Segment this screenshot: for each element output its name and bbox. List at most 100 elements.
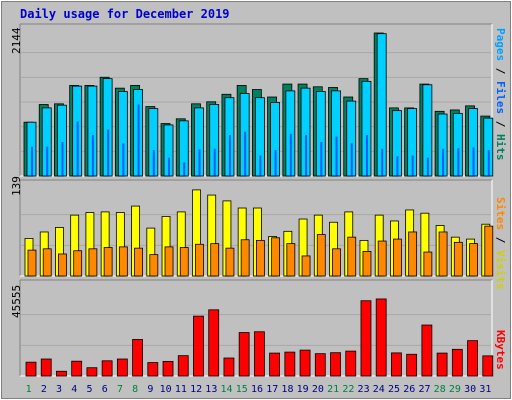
pages-bar — [381, 148, 384, 176]
visits-max-label: 139 — [10, 176, 23, 196]
day-label: 22 — [342, 384, 354, 395]
sites-bar — [134, 247, 143, 277]
hits-max-label: 2144 — [10, 27, 23, 55]
pages-bar — [320, 141, 323, 176]
day-label: 4 — [71, 384, 77, 395]
kbytes-bar — [56, 370, 67, 377]
pages-bar — [107, 129, 110, 176]
pages-bar — [305, 135, 308, 176]
kbytes-bar — [101, 360, 113, 377]
sites-bar — [103, 247, 113, 277]
sites-bar — [195, 243, 204, 277]
pages-bar — [168, 157, 171, 176]
kbytes-bar — [421, 324, 433, 377]
sites-bar — [179, 247, 189, 277]
kbytes-bar — [299, 349, 311, 377]
pages-bar — [122, 143, 125, 176]
kbytes-bar — [177, 355, 189, 377]
kbytes-bar — [25, 361, 37, 377]
kbytes-bar — [71, 360, 83, 377]
day-label: 31 — [479, 384, 491, 395]
day-label: 5 — [87, 384, 93, 395]
day-label: 6 — [102, 384, 108, 395]
visits-sites-panel — [19, 179, 494, 277]
kbytes-bar — [269, 352, 281, 377]
legend-files: Files — [494, 81, 507, 115]
kbytes-bar — [132, 339, 143, 377]
day-label: 7 — [117, 384, 123, 395]
kbytes-bar — [345, 350, 357, 377]
legend-hits: Hits — [494, 134, 507, 161]
pages-bar — [76, 121, 79, 176]
sites-bar — [271, 237, 281, 277]
kbytes-bar — [360, 300, 372, 377]
sites-bar — [377, 240, 387, 277]
kbytes-bar — [451, 348, 463, 377]
kbytes-bar — [375, 298, 387, 377]
pages-bar — [411, 155, 414, 176]
sites-bar — [423, 251, 433, 277]
sites-bar — [332, 248, 341, 277]
legend-sites: Sites — [494, 197, 507, 231]
sites-bar — [469, 243, 478, 277]
kbytes-bar — [147, 362, 159, 377]
day-label: 12 — [190, 384, 202, 395]
kbytes-bar — [223, 357, 235, 377]
kbytes-bar — [284, 351, 296, 377]
day-label: 13 — [205, 384, 217, 395]
kbytes-legend: KBytes — [494, 330, 507, 370]
pages-bar — [350, 143, 353, 176]
pages-bar — [183, 162, 186, 176]
sites-bar — [118, 246, 128, 277]
day-label: 27 — [418, 384, 430, 395]
pages-bar — [213, 148, 216, 176]
sites-bar — [73, 250, 83, 277]
sites-bar — [408, 231, 418, 277]
kbytes-bar — [314, 353, 326, 377]
kbytes-panel — [19, 279, 494, 377]
day-label: 26 — [403, 384, 415, 395]
legend-sep: / — [494, 61, 507, 81]
kbytes-bar — [208, 309, 220, 377]
pages-bar — [61, 141, 64, 176]
day-label: 30 — [464, 384, 476, 395]
sites-bar — [58, 253, 67, 277]
day-label: 17 — [266, 384, 278, 395]
sites-bar — [164, 246, 174, 277]
day-label: 18 — [281, 384, 293, 395]
sites-bar — [453, 241, 463, 277]
sites-bar — [316, 234, 326, 277]
pages-bar — [259, 155, 262, 176]
legend-visits: Visits — [494, 250, 507, 290]
pages-bar — [442, 148, 445, 176]
day-label: 9 — [147, 384, 153, 395]
day-label: 16 — [251, 384, 263, 395]
kbytes-bar — [436, 352, 448, 377]
sites-bar — [225, 247, 235, 277]
pages-bar — [289, 133, 292, 176]
pages-bar — [198, 149, 201, 176]
day-label: 24 — [373, 384, 385, 395]
pages-bar — [365, 135, 368, 176]
sites-bar — [393, 238, 402, 277]
day-label: 14 — [221, 384, 233, 395]
day-label: 19 — [297, 384, 309, 395]
pages-bar — [426, 157, 429, 176]
pages-bar — [31, 146, 33, 176]
day-label: 10 — [160, 384, 172, 395]
day-label: 29 — [449, 384, 461, 395]
day-label: 21 — [327, 384, 339, 395]
kbytes-bar — [482, 355, 494, 377]
pages-bar — [137, 104, 140, 176]
day-label: 3 — [56, 384, 62, 395]
day-axis-labels: 1 2 3 4 5 6 7 8 9 10 11 12 13 14 15 16 17 18 19 20 21 22 23 24 2… — [26, 384, 492, 395]
pages-bar — [46, 146, 49, 176]
day-label: 1 — [26, 384, 32, 395]
kbytes-bar — [330, 352, 341, 377]
sites-bar — [362, 250, 372, 277]
sites-bar — [484, 225, 494, 277]
sites-bar — [240, 239, 250, 277]
pages-bar — [472, 147, 475, 176]
day-label: 25 — [388, 384, 400, 395]
